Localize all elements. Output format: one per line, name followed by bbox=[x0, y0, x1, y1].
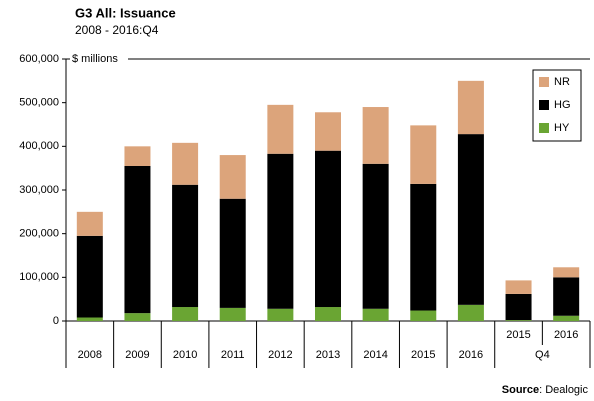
bar-segment bbox=[124, 313, 151, 321]
bar-segment bbox=[410, 183, 437, 311]
legend-swatch bbox=[539, 77, 549, 87]
x-tick-label: 2012 bbox=[268, 349, 292, 361]
bar-segment bbox=[505, 293, 532, 321]
y-tick-label: 500,000 bbox=[19, 97, 59, 109]
bar-segment bbox=[172, 307, 199, 321]
y-tick-label: 300,000 bbox=[19, 184, 59, 196]
y-tick-label: 400,000 bbox=[19, 140, 59, 152]
x-group-label: Q4 bbox=[535, 349, 550, 361]
bar-segment bbox=[410, 310, 437, 321]
bar-segment bbox=[76, 211, 103, 236]
x-tick-label: 2014 bbox=[363, 349, 387, 361]
bar-segment bbox=[267, 153, 294, 309]
bar-segment bbox=[362, 163, 389, 309]
x-tick-label: 2011 bbox=[221, 349, 245, 361]
legend-swatch bbox=[539, 123, 549, 133]
bar-segment bbox=[76, 235, 103, 318]
source-text: : Dealogic bbox=[539, 384, 588, 396]
bar-segment bbox=[457, 304, 484, 321]
x-tick-label: 2010 bbox=[173, 349, 197, 361]
y-axis-unit: $ millions bbox=[72, 53, 118, 65]
bar-segment bbox=[410, 125, 437, 184]
legend-label: HG bbox=[554, 99, 571, 111]
bar-segment bbox=[267, 308, 294, 321]
x-tick-label: 2015 bbox=[506, 329, 530, 341]
bar-segment bbox=[457, 134, 484, 305]
bar-segment bbox=[267, 104, 294, 154]
bar-segment bbox=[76, 317, 103, 321]
bar-segment bbox=[553, 315, 580, 321]
x-tick-label: 2016 bbox=[554, 329, 578, 341]
bar-segment bbox=[505, 280, 532, 294]
bar-segment bbox=[505, 320, 532, 321]
source: Source: Dealogic bbox=[502, 384, 589, 396]
x-tick-label: 2009 bbox=[125, 349, 149, 361]
bar-segment bbox=[172, 184, 199, 308]
bar-segment bbox=[219, 155, 246, 199]
legend-label: NR bbox=[554, 76, 570, 88]
bar-segment bbox=[362, 107, 389, 164]
bar-segment bbox=[172, 142, 199, 185]
bar-segment bbox=[315, 307, 341, 321]
bar-segment bbox=[124, 165, 151, 314]
x-tick-label: 2008 bbox=[78, 349, 102, 361]
bar-segment bbox=[362, 308, 389, 321]
legend-swatch bbox=[539, 100, 549, 110]
x-tick-label: 2013 bbox=[316, 349, 340, 361]
x-tick-label: 2015 bbox=[411, 349, 435, 361]
y-tick-label: 100,000 bbox=[19, 271, 59, 283]
bar-segment bbox=[219, 198, 246, 308]
chart-subtitle: 2008 - 2016:Q4 bbox=[75, 23, 159, 37]
source-prefix: Source bbox=[502, 384, 539, 396]
bar-segment bbox=[315, 150, 341, 308]
y-tick-label: 200,000 bbox=[19, 228, 59, 240]
bar-segment bbox=[315, 112, 341, 151]
bar-segment bbox=[553, 277, 580, 316]
chart-title: G3 All: Issuance bbox=[75, 5, 176, 20]
bar-segment bbox=[124, 146, 151, 166]
bar-segment bbox=[553, 267, 580, 278]
y-tick-label: 600,000 bbox=[19, 53, 59, 65]
x-tick-label: 2016 bbox=[459, 349, 483, 361]
y-tick-label: 0 bbox=[53, 315, 59, 327]
bar-segment bbox=[457, 80, 484, 135]
legend-label: HY bbox=[554, 122, 570, 134]
bar-segment bbox=[219, 307, 246, 321]
